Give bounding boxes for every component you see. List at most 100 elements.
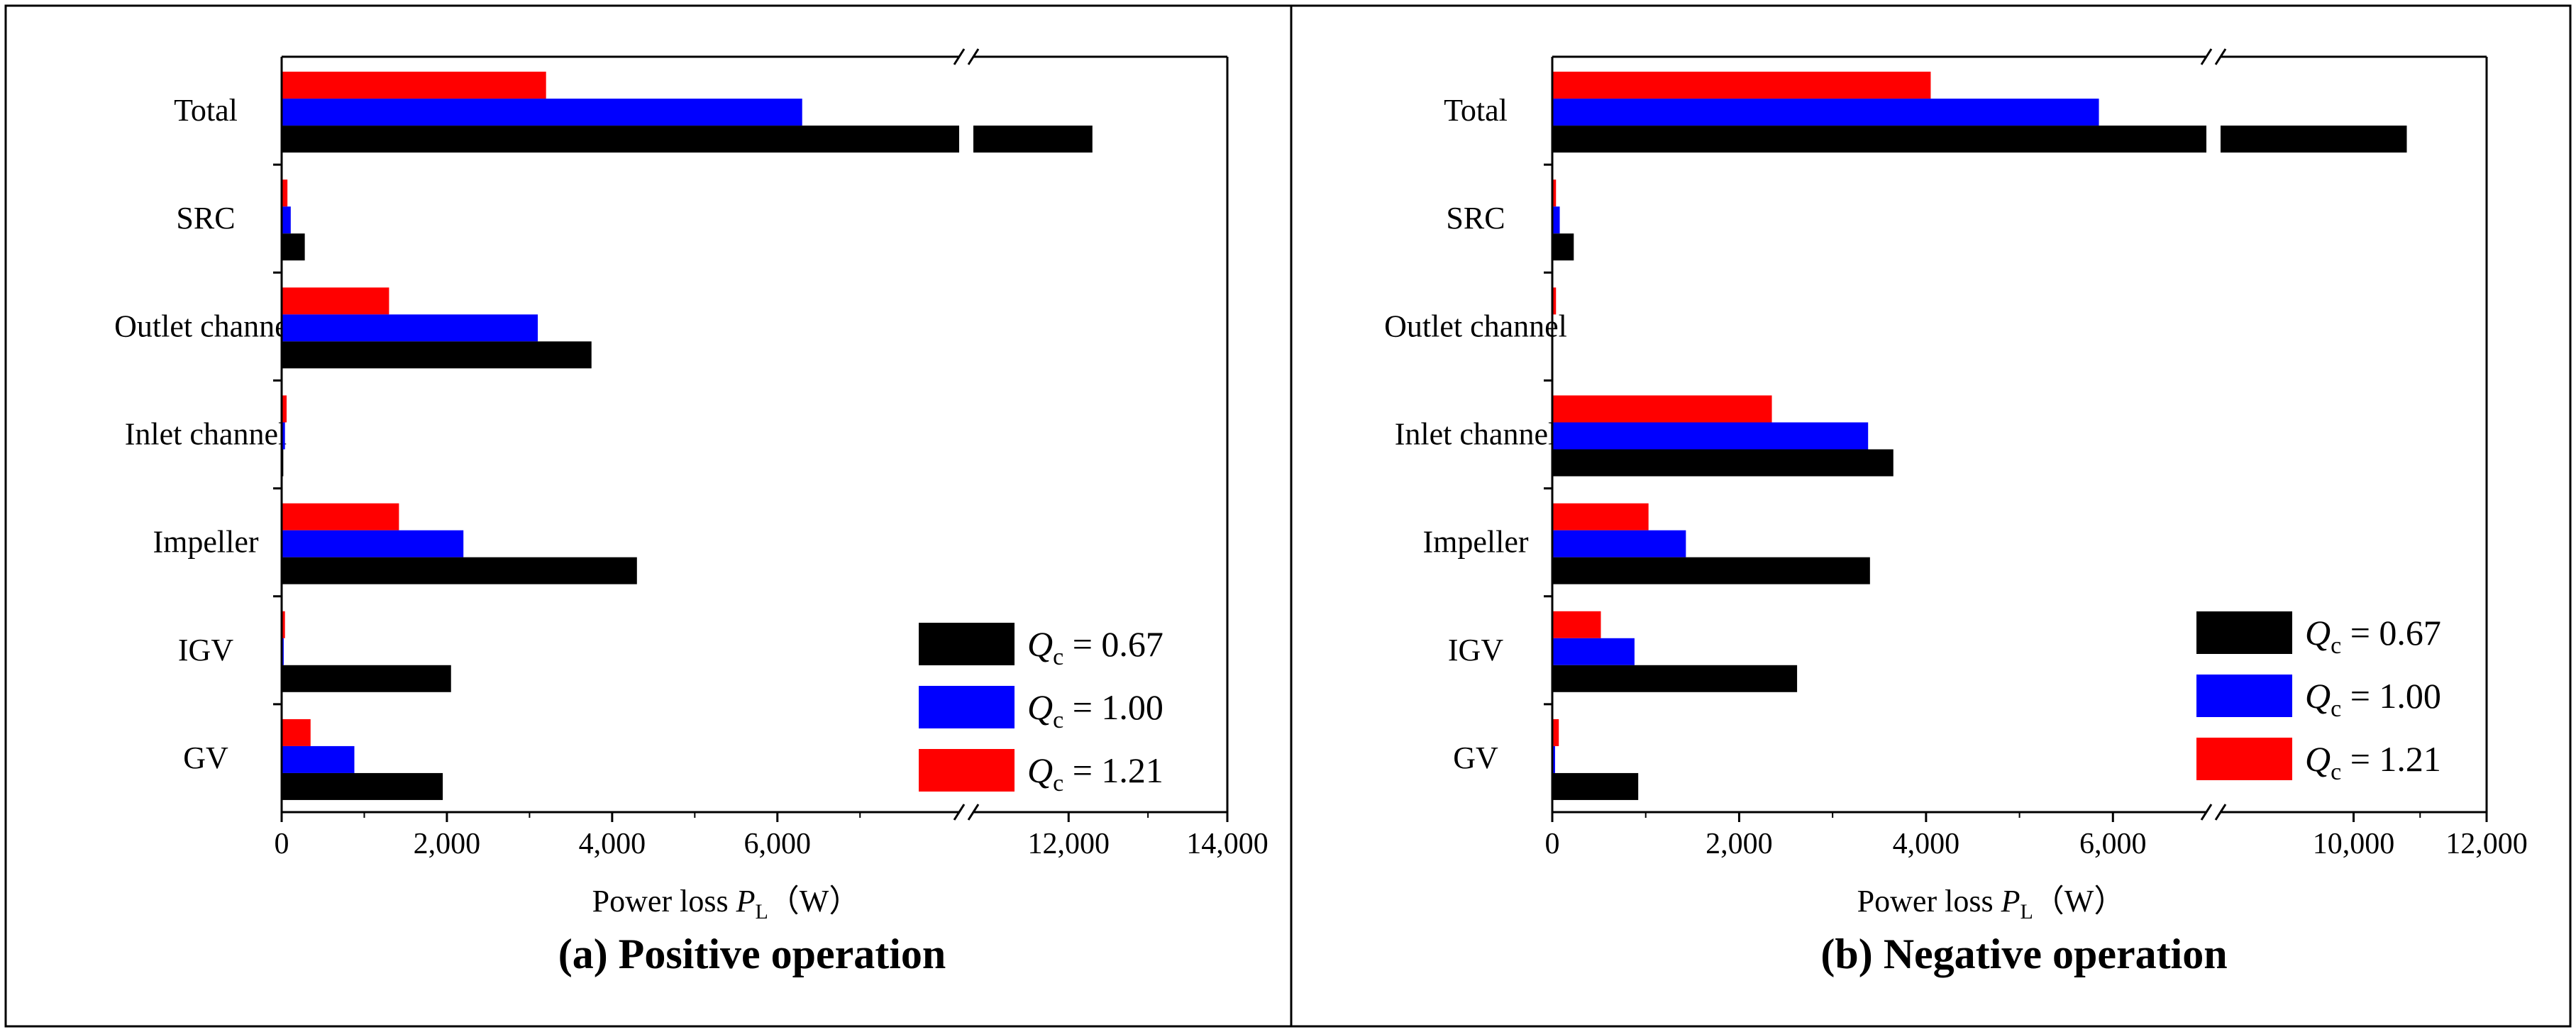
legend-swatch-1 — [919, 623, 1015, 665]
bar-src-series-2 — [282, 206, 291, 234]
figure-border — [4, 4, 2572, 1028]
bar-total-series-3 — [282, 72, 546, 99]
bar-inlet-channel-series-2 — [1552, 422, 1869, 450]
x-tick-label: 10,000 — [2313, 828, 2395, 860]
legend-label-sub: c — [1053, 770, 1063, 797]
legend-swatch-2 — [919, 686, 1015, 728]
bar-total-series-1-right — [2221, 126, 2407, 153]
bar-impeller-series-3 — [282, 503, 399, 531]
chart-panel-b: Total SRC Outlet channel Inlet channel Impel… — [1384, 48, 2528, 977]
category-label-igv: IGV — [1448, 633, 1503, 667]
panel-title: (a) Positive operation — [558, 931, 946, 977]
x-axis-label-sub: L — [755, 900, 768, 923]
legend-swatch-3 — [2196, 738, 2292, 780]
category-label-gv: GV — [1453, 740, 1498, 775]
x-tick-label: 0 — [275, 828, 289, 860]
x-tick-label: 14,000 — [1186, 828, 1268, 860]
bar-impeller-series-2 — [282, 530, 464, 557]
bar-total-series-1-right — [973, 126, 1093, 153]
bar-impeller-series-1 — [1552, 557, 1870, 584]
x-tick-label: 2,000 — [414, 828, 481, 860]
legend-swatch-3 — [919, 749, 1015, 792]
legend-label-value: = 1.21 — [1063, 750, 1163, 790]
legend-label-1: Qc = 0.67 — [1027, 624, 1163, 670]
x-tick-label: 4,000 — [1893, 828, 1960, 860]
bar-igv-series-1 — [1552, 665, 1798, 692]
bar-outlet-channel-series-3 — [282, 287, 389, 315]
legend-label-value: = 1.21 — [2341, 739, 2441, 779]
category-label-outlet-channel: Outlet channel — [1384, 309, 1567, 343]
bar-outlet-channel-series-2 — [282, 314, 538, 342]
x-axis-label-prefix: Power loss — [592, 884, 736, 919]
category-label-src: SRC — [1446, 201, 1505, 235]
bar-total-series-1 — [282, 126, 1093, 153]
legend-label-var: Q — [2305, 739, 2331, 779]
bar-inlet-channel-series-3 — [1552, 395, 1772, 423]
axis-break-mark-top-2 — [2214, 48, 2227, 65]
bar-src-series-2 — [1552, 206, 1560, 234]
axes-frame — [280, 48, 1229, 821]
legend-swatch-1 — [2196, 611, 2292, 654]
bar-total-series-2 — [1552, 99, 2099, 126]
bar-igv-series-3 — [282, 611, 285, 638]
bar-gv-series-1 — [282, 772, 443, 800]
legend-label-3: Qc = 1.21 — [1027, 750, 1163, 797]
legend-label-2: Qc = 1.00 — [2305, 676, 2441, 722]
x-axis-label-var: P — [2001, 884, 2021, 919]
bar-gv-series-1 — [1552, 772, 1639, 800]
bar-inlet-channel-series-2 — [282, 422, 285, 450]
legend-label-sub: c — [2331, 696, 2341, 722]
bar-impeller-series-3 — [1552, 503, 1649, 531]
x-tick-label: 12,000 — [1028, 828, 1110, 860]
legend-label-sub: c — [2331, 633, 2341, 659]
category-label-impeller: Impeller — [1422, 525, 1528, 560]
x-axis-label: Power loss PL（W） — [1857, 884, 2126, 923]
x-tick-label: 4,000 — [579, 828, 646, 860]
bar-inlet-channel-series-3 — [282, 395, 287, 423]
chart-panel-a: Total SRC Outlet channel Inlet channel Impel… — [114, 48, 1268, 977]
x-axis-label-unit: （W） — [768, 884, 861, 919]
bar-total-series-1-left — [1552, 126, 2206, 153]
x-axis-label: Power loss PL（W） — [592, 884, 861, 923]
bar-impeller-series-1 — [282, 557, 637, 584]
bar-total-series-1 — [1552, 126, 2407, 153]
legend-label-value: = 1.00 — [1063, 687, 1163, 727]
axis-break-mark-bottom-1 — [2200, 804, 2213, 821]
bar-total-series-3 — [1552, 72, 1931, 99]
bar-gv-series-2 — [282, 745, 355, 773]
bar-src-series-1 — [1552, 233, 1574, 261]
x-tick-label: 12,000 — [2445, 828, 2528, 860]
axes-frame — [1551, 48, 2488, 821]
x-axis-label-sub: L — [2020, 900, 2033, 923]
bar-outlet-channel-series-3 — [1552, 287, 1557, 315]
x-tick-label: 2,000 — [1706, 828, 1773, 860]
category-label-gv: GV — [183, 740, 228, 775]
legend-label-var: Q — [1027, 687, 1053, 727]
axis-break-mark-bottom-2 — [967, 804, 980, 821]
x-tick-label: 6,000 — [2079, 828, 2147, 860]
x-tick-label: 6,000 — [744, 828, 812, 860]
category-label-total: Total — [174, 93, 238, 128]
legend-label-value: = 0.67 — [1063, 624, 1163, 664]
legend-label-var: Q — [1027, 750, 1053, 790]
axis-break-mark-top-1 — [2200, 48, 2213, 65]
axis-break-mark-top-1 — [953, 48, 966, 65]
legend-label-value: = 1.00 — [2341, 676, 2441, 716]
x-axis-label-prefix: Power loss — [1857, 884, 2001, 919]
category-label-inlet-channel: Inlet channel — [1395, 417, 1557, 452]
axis-break-mark-bottom-1 — [953, 804, 966, 821]
legend-label-sub: c — [1053, 644, 1063, 670]
panel-title: (b) Negative operation — [1820, 931, 2227, 977]
bar-src-series-3 — [282, 179, 288, 207]
legend-label-sub: c — [2331, 759, 2341, 785]
legend-swatch-2 — [2196, 675, 2292, 717]
bar-total-series-2 — [282, 99, 802, 126]
legend-label-sub: c — [1053, 707, 1063, 733]
legend-label-var: Q — [2305, 676, 2331, 716]
bar-igv-series-3 — [1552, 611, 1601, 638]
x-tick-label: 0 — [1545, 828, 1560, 860]
bar-igv-series-1 — [282, 665, 451, 692]
